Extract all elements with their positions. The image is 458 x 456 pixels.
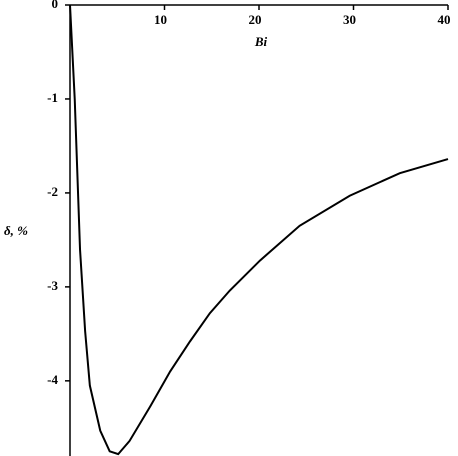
x-axis-label: Bi xyxy=(254,34,268,49)
y-tick-label: -2 xyxy=(47,184,58,199)
y-tick-label: -1 xyxy=(47,90,58,105)
x-tick-label: 30 xyxy=(343,12,356,27)
y-axis-label: δ, % xyxy=(4,223,28,238)
y-tick-label: -3 xyxy=(47,278,58,293)
line-series xyxy=(69,4,449,456)
x-tick-label: 40 xyxy=(438,12,451,27)
y-tick-label: 0 xyxy=(52,0,59,11)
x-tick-label: 20 xyxy=(249,12,262,27)
x-tick-label: 10 xyxy=(154,12,167,27)
y-tick-label: -4 xyxy=(47,372,58,387)
